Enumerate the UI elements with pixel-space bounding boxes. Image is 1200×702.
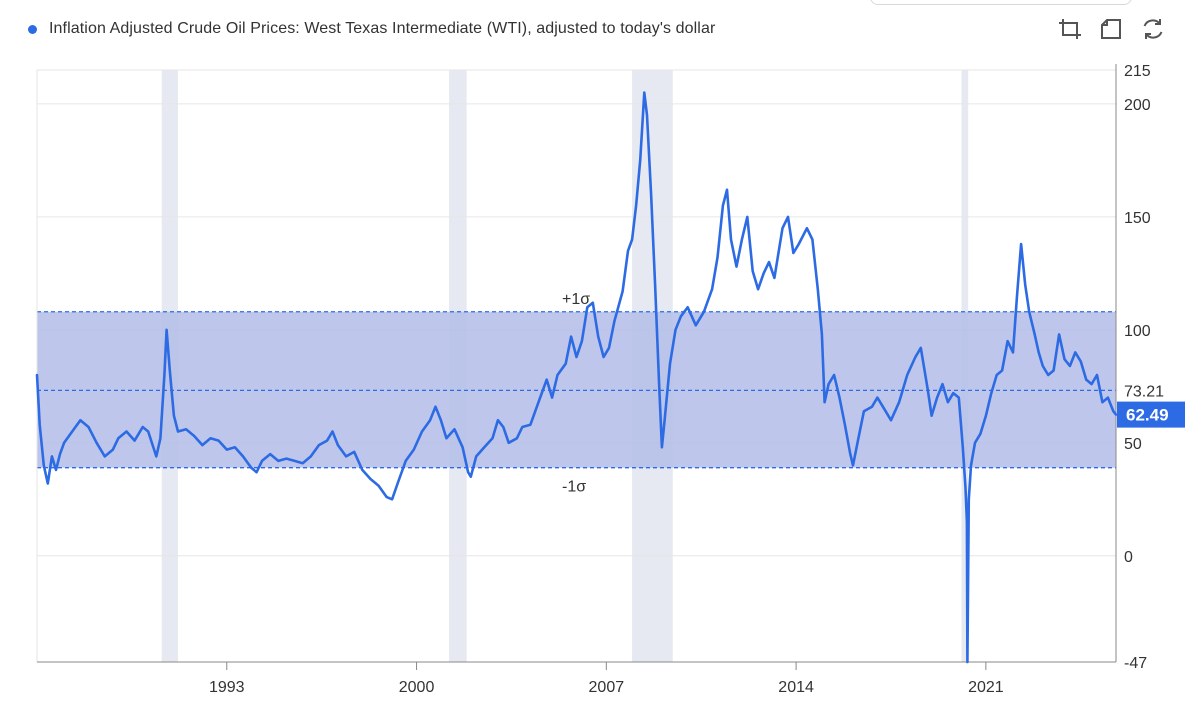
legend-label: Inflation Adjusted Crude Oil Prices: Wes… [49,20,716,37]
last-value-badge [1117,401,1185,428]
chart-toolbar [1056,16,1166,42]
y-tick-label-3: 100 [1124,323,1151,340]
legend-dot-icon [28,24,37,34]
sigma-upper-label: +1σ [562,291,590,308]
y-tick-label-5: 200 [1124,97,1151,114]
chart-legend[interactable]: Inflation Adjusted Crude Oil Prices: Wes… [28,20,715,38]
y-tick-label-0: -47 [1124,655,1147,672]
y-tick-label-1: 0 [1124,549,1133,566]
x-tick-label-1: 2000 [399,679,435,696]
sigma-band [37,311,1116,468]
sigma-lower-label: -1σ [562,479,586,496]
zoom-reset-icon [1101,19,1121,39]
x-tick-label-2: 2007 [589,679,625,696]
last-value-label: 62.49 [1126,406,1169,425]
x-tick-label-4: 2021 [968,679,1004,696]
y-tick-label-6: 215 [1124,63,1151,80]
x-tick-label-0: 1993 [209,679,245,696]
mean-value-label: 73.21 [1124,383,1164,400]
y-tick-label-4: 150 [1124,210,1151,227]
series-line [35,91,1118,664]
zoom-in-button[interactable] [1056,16,1082,42]
refresh-button[interactable] [1140,16,1166,42]
refresh-icon [1143,19,1163,39]
y-tick-label-2: 50 [1124,436,1142,453]
x-tick-label-3: 2014 [778,679,814,696]
zoom-reset-button[interactable] [1098,16,1124,42]
zoom-in-icon [1059,19,1081,39]
